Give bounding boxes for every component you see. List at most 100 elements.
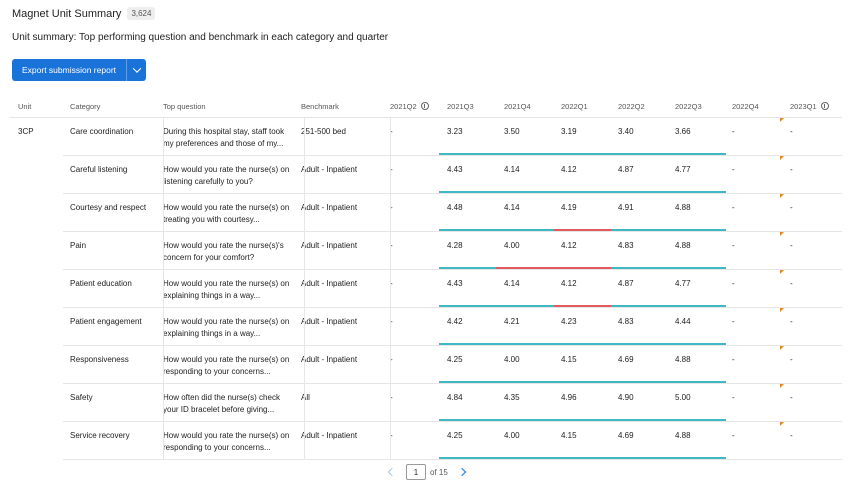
trend-bar-segment-teal <box>496 343 554 345</box>
column-header-label: 2021Q4 <box>504 101 531 111</box>
benchmark-cell: Adult - Inpatient <box>301 317 358 326</box>
info-icon[interactable] <box>420 102 429 110</box>
trend-bar-segment-teal <box>496 305 554 307</box>
trend-bar-segment-teal <box>611 457 669 459</box>
table-row[interactable]: Patient engagement How would you rate the… <box>10 308 842 346</box>
trend-bar-segment-red <box>553 305 612 307</box>
trend-bar-segment-teal <box>439 419 497 421</box>
quarter-value-cell: - <box>390 431 393 440</box>
quarter-value-cell: 4.48 <box>447 203 463 212</box>
quarter-value-cell: 4.87 <box>618 165 634 174</box>
trend-bar-segment-teal <box>496 457 554 459</box>
trend-bar-segment-teal <box>668 229 726 231</box>
column-header-label: 2021Q3 <box>447 101 474 111</box>
table-row[interactable]: Responsiveness How would you rate the nur… <box>10 346 842 384</box>
trend-bar-segment-teal <box>496 381 554 383</box>
trend-bar-segment-teal <box>553 457 612 459</box>
row-divider <box>63 345 842 346</box>
trend-bar-segment-teal <box>439 343 497 345</box>
next-page-button[interactable] <box>456 465 468 479</box>
top-question-cell: How would you rate the nurse(s) on expla… <box>163 317 290 338</box>
trend-bar-segment-teal <box>553 343 612 345</box>
quarter-value-cell: 4.88 <box>675 203 691 212</box>
column-header[interactable]: 2023Q1 <box>790 94 829 118</box>
trend-bar-segment-teal <box>439 267 497 269</box>
quarter-value-cell: 4.15 <box>561 355 577 364</box>
pagination: 1 of 15 <box>386 464 468 480</box>
row-divider <box>63 307 842 308</box>
table-row[interactable]: Service recovery How would you rate the n… <box>10 422 842 460</box>
column-header[interactable]: Unit <box>18 94 31 118</box>
quarter-value-cell: 4.87 <box>618 279 634 288</box>
flag-indicator-icon <box>780 270 784 274</box>
column-header[interactable]: 2021Q2 <box>390 94 429 118</box>
quarter-value-cell: 4.35 <box>504 393 520 402</box>
quarter-value-cell: 4.84 <box>447 393 463 402</box>
column-header[interactable]: Benchmark <box>301 94 339 118</box>
table-row[interactable]: Safety How often did the nurse(s) check y… <box>10 384 842 422</box>
flag-indicator-icon <box>780 422 784 426</box>
quarter-value-cell: 4.00 <box>504 355 520 364</box>
trend-bar-segment-teal <box>611 229 669 231</box>
column-header[interactable]: Category <box>70 94 100 118</box>
trend-bar-segment-teal <box>611 381 669 383</box>
table-row[interactable]: Careful listening How would you rate the … <box>10 156 842 194</box>
previous-page-button[interactable] <box>386 465 398 479</box>
page-number-input[interactable]: 1 <box>406 464 426 480</box>
trend-bar-segment-teal <box>439 305 497 307</box>
quarter-value-cell: - <box>732 393 735 402</box>
quarter-value-cell: 3.50 <box>504 127 520 136</box>
column-header[interactable]: Top question <box>163 94 206 118</box>
quarter-value-cell: - <box>790 127 793 136</box>
quarter-value-cell: 4.12 <box>561 165 577 174</box>
column-header[interactable]: 2021Q3 <box>447 94 474 118</box>
table-row[interactable]: Patient education How would you rate the … <box>10 270 842 308</box>
info-icon[interactable] <box>820 102 829 110</box>
quarter-value-cell: 4.43 <box>447 279 463 288</box>
quarter-value-cell: 4.88 <box>675 241 691 250</box>
quarter-value-cell: - <box>390 165 393 174</box>
column-header[interactable]: 2021Q4 <box>504 94 531 118</box>
export-options-dropdown-button[interactable] <box>126 59 147 81</box>
column-header[interactable]: 2022Q4 <box>732 94 759 118</box>
trend-bar-segment-teal <box>553 381 612 383</box>
row-divider <box>63 421 842 422</box>
column-header[interactable]: 2022Q3 <box>675 94 702 118</box>
trend-bar-segment-teal <box>553 419 612 421</box>
flag-indicator-icon <box>780 346 784 350</box>
column-header-label: 2022Q1 <box>561 101 588 111</box>
trend-bar-segment-teal <box>496 191 554 193</box>
trend-bar-segment-teal <box>496 153 554 155</box>
quarter-value-cell: 4.23 <box>561 317 577 326</box>
column-divider <box>390 118 391 460</box>
benchmark-cell: Adult - Inpatient <box>301 355 358 364</box>
quarter-value-cell: - <box>390 317 393 326</box>
quarter-value-cell: - <box>390 393 393 402</box>
column-header[interactable]: 2022Q2 <box>618 94 645 118</box>
top-question-cell: How often did the nurse(s) check your ID… <box>163 393 280 414</box>
quarter-value-cell: - <box>390 127 393 136</box>
trend-bar-segment-teal <box>668 153 726 155</box>
trend-bar-segment-teal <box>668 191 726 193</box>
quarter-value-cell: 4.88 <box>675 431 691 440</box>
table-row[interactable]: 3CP Care coordination During this hospital… <box>10 118 842 156</box>
row-divider <box>63 155 842 156</box>
flag-indicator-icon <box>780 194 784 198</box>
flag-indicator-icon <box>780 308 784 312</box>
table-row[interactable]: Pain How would you rate the nurse(s)'s co… <box>10 232 842 270</box>
column-header-label: Top question <box>163 101 206 111</box>
quarter-value-cell: - <box>790 431 793 440</box>
chevron-left-icon <box>387 467 397 477</box>
quarter-value-cell: 3.23 <box>447 127 463 136</box>
trend-bar-segment-red <box>496 267 554 269</box>
table-row[interactable]: Courtesy and respect How would you rate t… <box>10 194 842 232</box>
count-badge: 3,624 <box>127 7 156 20</box>
quarter-value-cell: 4.00 <box>504 241 520 250</box>
trend-bar-segment-teal <box>496 229 554 231</box>
export-submission-report-button[interactable]: Export submission report <box>12 59 127 81</box>
quarter-value-cell: - <box>390 279 393 288</box>
unit-summary-table: Unit Category Top question Benchmark 2021Q2 2… <box>10 94 842 460</box>
quarter-value-cell: 4.77 <box>675 279 691 288</box>
trend-bar-segment-teal <box>439 229 497 231</box>
column-header[interactable]: 2022Q1 <box>561 94 588 118</box>
